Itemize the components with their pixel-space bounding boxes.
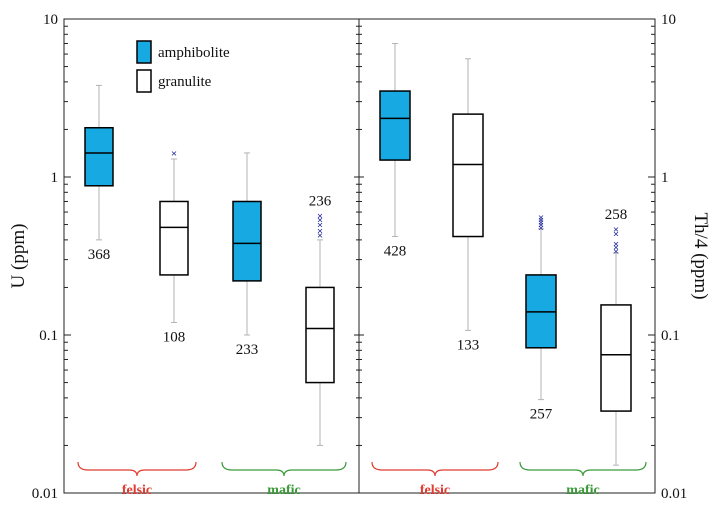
outlier-marker: × [538,212,544,224]
legend-label-amphibolite: amphibolite [158,45,230,61]
box-U-mafic-granulite: ×××××236 [305,194,335,446]
y-axis-title-right: Th/4 (ppm) [690,212,711,299]
iqr-box [600,304,632,412]
outlier-marker: × [613,246,619,258]
y-tick-label-left: 0.01 [32,486,58,502]
box-U-mafic-amphibolite: 233 [232,152,262,358]
iqr-box [379,90,411,161]
box-Th4-felsic-amphibolite: 428 [379,42,411,260]
box-Th4-mafic-amphibolite: ×××××257 [525,212,557,423]
iqr-box [232,200,262,282]
outlier-marker: × [317,220,323,232]
sample-count-label: 108 [163,329,186,345]
legend-label-granulite: granulite [158,74,212,90]
outlier-marker: × [613,238,619,250]
y-tick-label-right: 1 [661,170,669,186]
legend-swatch-amphibolite [136,40,152,64]
sample-count-label: 236 [309,194,332,210]
sample-count-label: 257 [530,407,553,423]
outlier-marker: × [317,211,323,223]
outlier-marker: × [538,220,544,232]
sample-count-label: 133 [457,337,480,353]
group-braces: felsic mafic felsic mafic [77,461,647,498]
group-label-mafic: mafic [267,483,300,498]
group-label-mafic: mafic [566,483,599,498]
sample-count-label: 428 [384,244,407,260]
outlier-marker: × [317,225,323,237]
iqr-box [84,126,114,187]
box-U-felsic-granulite: × 108 [159,148,189,345]
group-brace-felsic [77,461,197,477]
y-axis-title-left: U (ppm) [8,224,29,289]
legend: amphibolite granulite [136,40,230,93]
outlier-marker: × [613,242,619,254]
iqr-box [305,286,335,384]
outlier-marker: × [538,214,544,226]
group-brace-mafic [519,461,647,477]
box-Th4-mafic-granulite: ×××××258 [600,207,632,466]
y-tick-label-right: 10 [661,12,676,28]
group-brace-mafic [221,461,347,477]
sample-count-label: 258 [605,207,628,223]
outlier-marker: × [613,228,619,240]
group-brace-felsic [371,461,499,477]
y-tick-label-right: 0.01 [661,486,687,502]
outlier-marker: × [317,214,323,226]
sample-count-label: 233 [236,342,259,358]
group-label-felsic: felsic [420,483,450,498]
outlier-marker: × [317,230,323,242]
group-label-felsic: felsic [122,483,152,498]
sample-count-label: 368 [88,247,111,263]
outlier-marker: × [613,224,619,236]
legend-swatch-granulite [136,69,152,93]
box-Th4-felsic-granulite: 133 [452,58,484,353]
y-tick-label-left: 0.1 [39,328,58,344]
y-tick-label-left: 1 [51,170,59,186]
outlier-marker: × [538,222,544,234]
box-U-felsic-amphibolite: 368 [84,84,114,263]
y-tick-label-left: 10 [43,12,58,28]
outlier-marker: × [171,148,177,160]
iqr-box [159,200,189,276]
iqr-box [452,113,484,238]
axis-ticks: 0.01 0.01 0.1 0.1 1 1 10 10 [32,12,688,502]
y-tick-label-right: 0.1 [661,328,680,344]
outlier-marker: × [538,217,544,229]
